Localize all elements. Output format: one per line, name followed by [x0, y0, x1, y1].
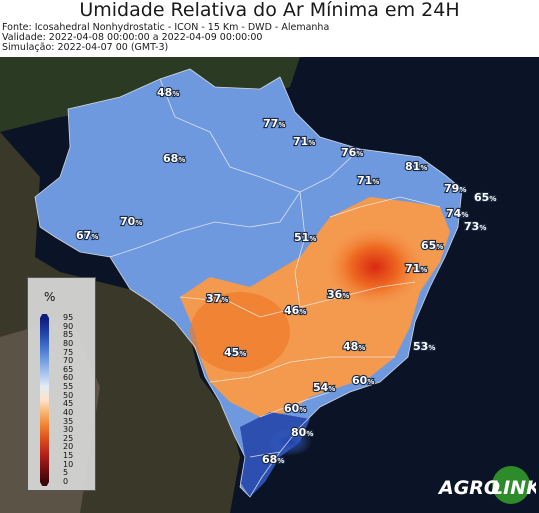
legend-tick-55: 55 — [63, 382, 74, 392]
legend-tick-65: 65 — [63, 364, 74, 374]
center-west-dry — [190, 292, 290, 372]
colorbar-legend: % 95 90 85 80 75 70 65 60 55 50 45 40 35 30 25 20 15 10 5 0 — [27, 277, 96, 491]
legend-tick-95: 95 — [63, 313, 74, 322]
map-label-alagoas: 71% — [405, 262, 427, 275]
legend-tick-30: 30 — [63, 425, 74, 435]
map-label-sao-paulo: 54% — [313, 381, 335, 394]
agrolink-logo: AGRO LINK — [437, 466, 536, 504]
map-label-parana: 60% — [284, 402, 306, 415]
map-label-amapa: 77% — [263, 117, 285, 130]
map-label-north-roraima: 48% — [157, 86, 179, 99]
map-label-rio-offshore: 60% — [352, 374, 374, 387]
map-label-rn-coast: 79% — [444, 182, 466, 195]
legend-tick-10: 10 — [63, 459, 74, 469]
legend-tick-85: 85 — [63, 330, 74, 340]
state-borders — [34, 68, 463, 498]
legend-gradient — [40, 318, 49, 482]
map-label-ceara: 81% — [405, 160, 427, 173]
legend-tick-75: 75 — [63, 347, 74, 357]
map-label-tocantins: 51% — [294, 231, 316, 244]
legend-tick-40: 40 — [63, 407, 74, 417]
legend-tick-20: 20 — [63, 442, 74, 452]
map-title: Umidade Relativa do Ar Mínima em 24H — [79, 0, 460, 21]
map-label-offshore-east: 65% — [474, 191, 496, 204]
map-label-rondonia: 37% — [206, 292, 228, 305]
map-label-amazonas-south: 70% — [120, 215, 142, 228]
legend-tick-60: 60 — [63, 373, 74, 383]
legend-bottom-arrow — [40, 482, 49, 486]
map-label-bahia-west: 36% — [327, 288, 349, 301]
legend-color-bar — [40, 314, 49, 486]
legend-tick-35: 35 — [63, 416, 74, 426]
map-label-minas: 48% — [343, 340, 365, 353]
map-label-marajo: 71% — [293, 135, 315, 148]
legend-tick-80: 80 — [63, 338, 74, 348]
map-label-santa-catarina: 80% — [291, 426, 313, 439]
santa-catarina-moist — [268, 428, 312, 456]
source-line: Fonte: Icosahedral Nonhydrostatic - ICON… — [2, 22, 330, 33]
map-label-mato-grosso: 46% — [284, 304, 306, 317]
map-label-offshore-pernambuco: 73% — [464, 220, 486, 233]
legend-tick-5: 5 — [63, 468, 69, 478]
legend-tick-0: 0 — [63, 477, 69, 486]
legend-unit-label: % — [44, 290, 56, 304]
map-label-acre: 67% — [76, 229, 98, 242]
legend-tick-90: 90 — [63, 321, 74, 331]
legend-top-arrow — [40, 314, 49, 318]
map-label-amazonas-north: 68% — [163, 152, 185, 165]
validity-line: Validade: 2022-04-08 00:00:00 a 2022-04-… — [2, 32, 263, 43]
simulation-line: Simulação: 2022-04-07 00 (GMT-3) — [2, 42, 169, 53]
map-label-pernambuco: 65% — [421, 239, 443, 252]
map-label-espirito-santo-offshore: 53% — [413, 340, 435, 353]
logo-text-link: LINK — [491, 477, 536, 499]
legend-tick-15: 15 — [63, 451, 74, 461]
map-label-mato-grosso-sul: 45% — [224, 346, 246, 359]
legend-tick-50: 50 — [63, 390, 74, 400]
logo-circle — [492, 466, 530, 504]
map-label-piaui: 71% — [357, 174, 379, 187]
map-label-maranhao-coast: 76% — [341, 146, 363, 159]
map-label-paraiba: 74% — [446, 207, 468, 220]
logo-text-agro: AGRO — [437, 477, 500, 499]
legend-tick-25: 25 — [63, 433, 74, 443]
map-label-rio-grande-sul: 68% — [262, 453, 284, 466]
driest-core — [320, 222, 430, 312]
legend-tick-70: 70 — [63, 356, 74, 366]
legend-tick-45: 45 — [63, 399, 74, 409]
